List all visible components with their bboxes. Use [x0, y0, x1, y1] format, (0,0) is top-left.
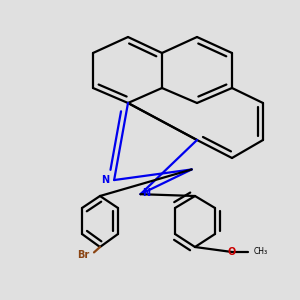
Text: CH₃: CH₃: [254, 248, 268, 256]
Text: O: O: [228, 247, 236, 257]
Text: N: N: [101, 175, 110, 185]
Text: Br: Br: [77, 250, 89, 260]
Text: N: N: [142, 188, 150, 198]
